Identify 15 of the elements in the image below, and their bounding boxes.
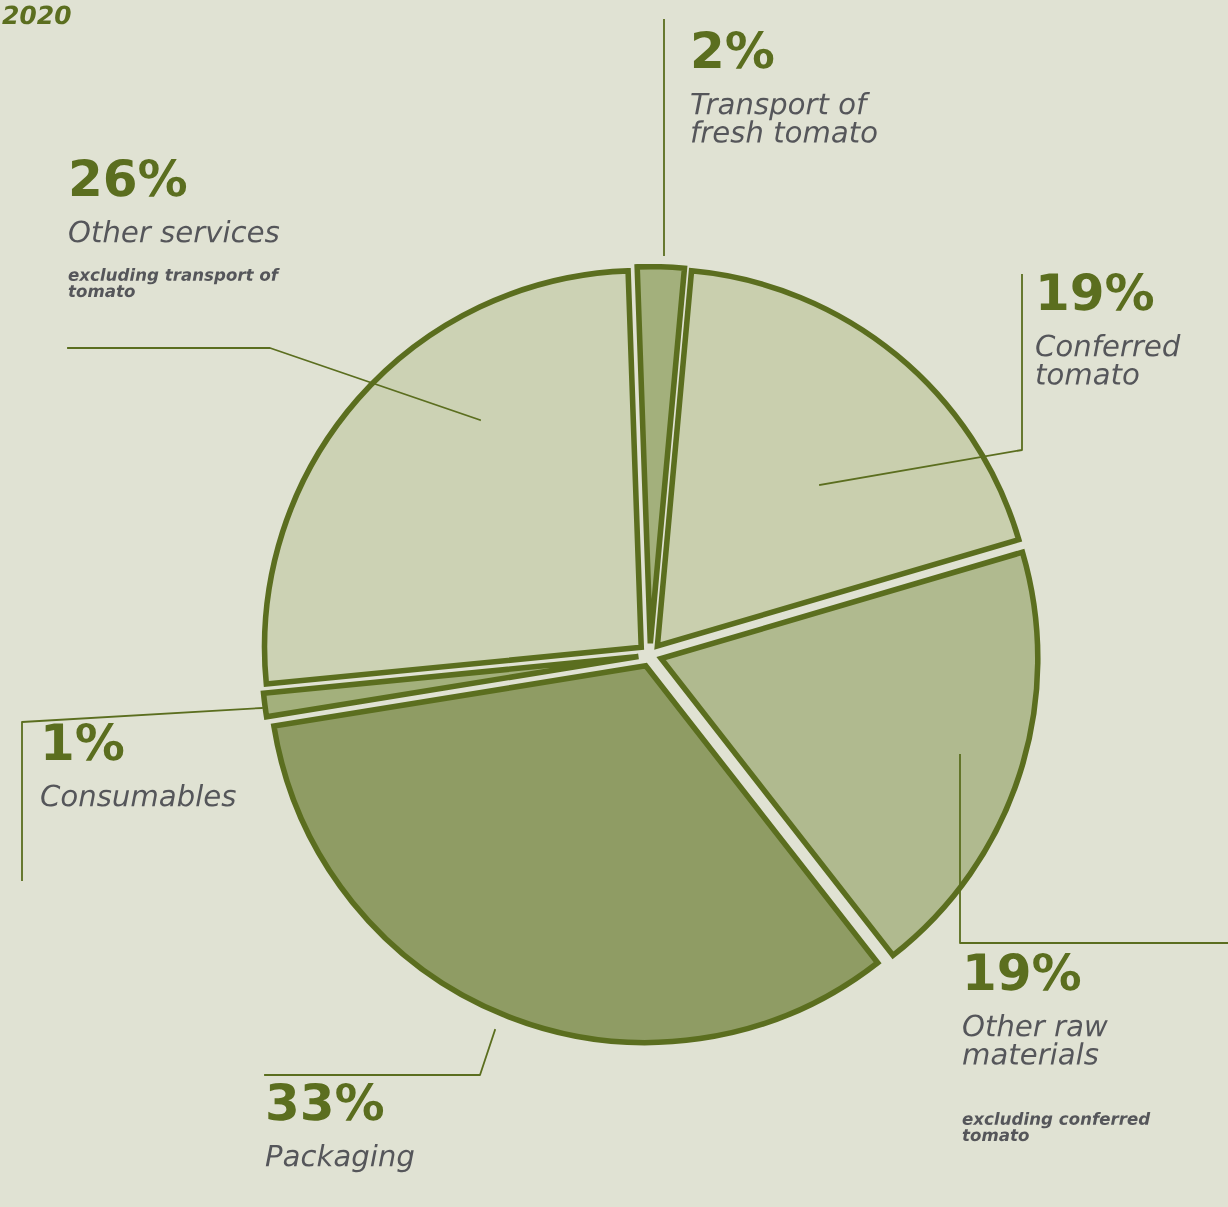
data-label: 19% xyxy=(967,952,1081,991)
data-label: 26% xyxy=(71,158,187,197)
data-label: 2% xyxy=(693,30,774,69)
text: excluding transport of tomato xyxy=(68,268,280,298)
data-label: 1% xyxy=(45,722,124,761)
text: excluding conferred tomato xyxy=(962,1112,1151,1142)
chart-title: 2020 xyxy=(2,5,71,25)
slice-label: Other services xyxy=(69,220,280,243)
slice-label: Conferred tomato xyxy=(1036,334,1181,385)
slice-label: Packaging xyxy=(265,1144,414,1173)
slice-label: Consumables xyxy=(41,784,236,807)
slice-label: Transport of fresh tomato xyxy=(691,92,877,143)
data-label: 33% xyxy=(268,1082,384,1121)
data-label: 19% xyxy=(1040,272,1154,311)
slice-label: Other raw materials xyxy=(963,1014,1108,1065)
